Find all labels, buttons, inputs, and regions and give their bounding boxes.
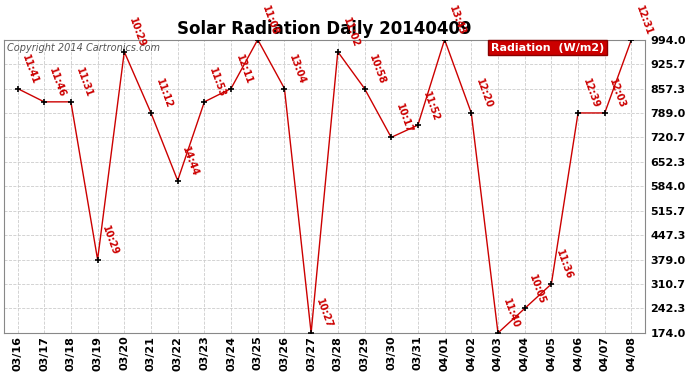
Text: 10:27: 10:27 bbox=[314, 298, 334, 330]
Text: 13:43: 13:43 bbox=[447, 4, 467, 37]
Text: 10:58: 10:58 bbox=[367, 53, 387, 86]
Text: 10:17: 10:17 bbox=[394, 102, 414, 135]
Text: 11:41: 11:41 bbox=[20, 53, 40, 86]
Text: Copyright 2014 Cartronics.com: Copyright 2014 Cartronics.com bbox=[8, 42, 160, 52]
Text: 12:39: 12:39 bbox=[581, 78, 601, 110]
Text: 11:40: 11:40 bbox=[501, 298, 521, 330]
Text: 10:29: 10:29 bbox=[100, 224, 120, 257]
Text: 12:20: 12:20 bbox=[474, 78, 494, 110]
Text: Radiation  (W/m2): Radiation (W/m2) bbox=[491, 42, 604, 52]
Title: Solar Radiation Daily 20140409: Solar Radiation Daily 20140409 bbox=[177, 20, 472, 38]
Text: 13:04: 13:04 bbox=[287, 53, 307, 86]
Text: 11:12: 11:12 bbox=[154, 78, 174, 110]
Text: 11:36: 11:36 bbox=[554, 249, 574, 281]
Text: 11:52: 11:52 bbox=[421, 90, 441, 122]
Text: 12:11: 12:11 bbox=[234, 53, 254, 86]
Text: 11:31: 11:31 bbox=[74, 66, 94, 99]
Text: 12:03: 12:03 bbox=[607, 78, 627, 110]
Text: 10:05: 10:05 bbox=[527, 273, 547, 306]
Text: 11:08: 11:08 bbox=[261, 4, 281, 37]
Text: 11:53: 11:53 bbox=[207, 66, 227, 99]
Text: 12:31: 12:31 bbox=[634, 4, 654, 37]
Text: 10:29: 10:29 bbox=[127, 16, 147, 49]
Text: 11:02: 11:02 bbox=[341, 16, 361, 49]
Text: 14:44: 14:44 bbox=[181, 145, 200, 178]
Text: 11:46: 11:46 bbox=[47, 66, 67, 99]
